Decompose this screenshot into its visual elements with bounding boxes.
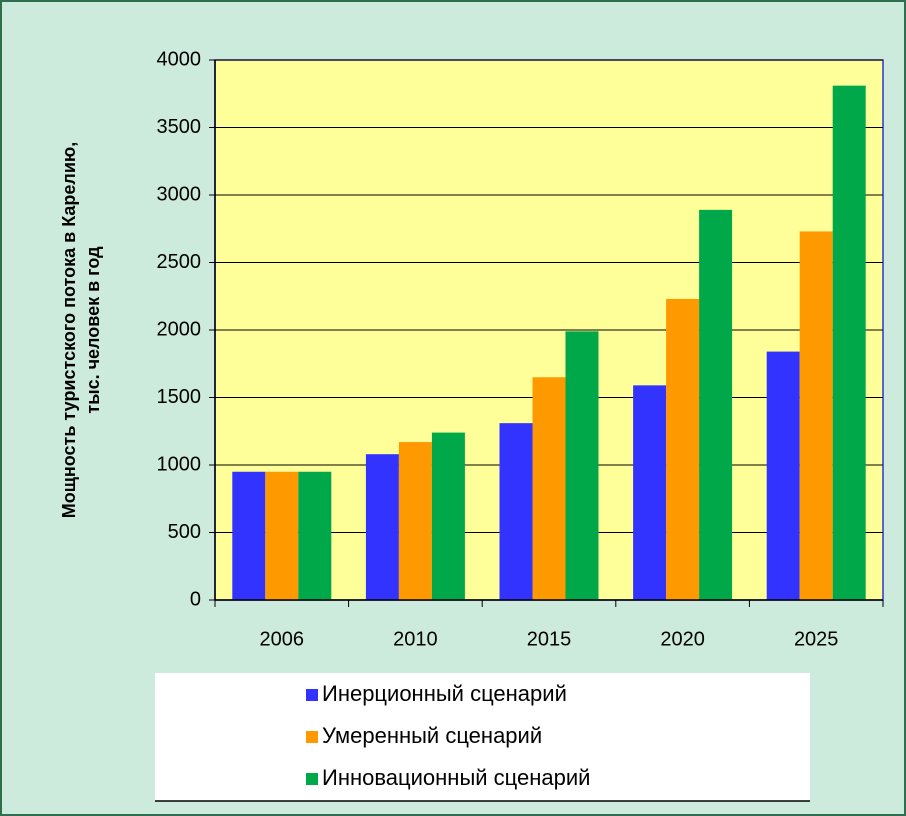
bar [832, 85, 866, 600]
legend-swatch [306, 773, 318, 785]
legend-label: Умеренный сценарий [322, 723, 542, 748]
legend-swatch [306, 689, 318, 701]
y-tick-label: 1500 [157, 386, 202, 408]
x-tick-label: 2010 [393, 628, 438, 650]
x-tick-label: 2025 [794, 628, 839, 650]
bar [565, 331, 599, 600]
y-axis-title: Мощность туристского потока в Карелию, [59, 142, 79, 519]
x-tick-label: 2015 [527, 628, 572, 650]
x-tick-label: 2020 [660, 628, 705, 650]
bar [666, 298, 700, 600]
legend [155, 673, 810, 801]
legend-label: Инновационный сценарий [322, 765, 590, 790]
y-tick-label: 1000 [157, 453, 202, 475]
y-axis-title: тыс. человек в год [83, 246, 103, 414]
bar [766, 351, 800, 600]
bar [532, 377, 566, 600]
y-tick-label: 3500 [157, 116, 202, 138]
y-tick-label: 500 [168, 521, 201, 543]
y-tick-label: 2500 [157, 251, 202, 273]
bar [633, 385, 667, 600]
legend-label: Инерционный сценарий [322, 681, 567, 706]
bar [232, 471, 266, 600]
legend-swatch [306, 731, 318, 743]
y-tick-label: 4000 [157, 48, 202, 70]
bar [298, 471, 332, 600]
bar [398, 442, 432, 600]
y-tick-label: 3000 [157, 183, 202, 205]
bar [699, 209, 733, 600]
bar [799, 231, 833, 600]
x-tick-label: 2006 [260, 628, 305, 650]
y-tick-label: 0 [190, 588, 201, 610]
bar [365, 454, 399, 600]
y-tick-label: 2000 [157, 318, 202, 340]
bar [499, 423, 533, 600]
bar [431, 432, 465, 600]
bar [265, 471, 299, 600]
